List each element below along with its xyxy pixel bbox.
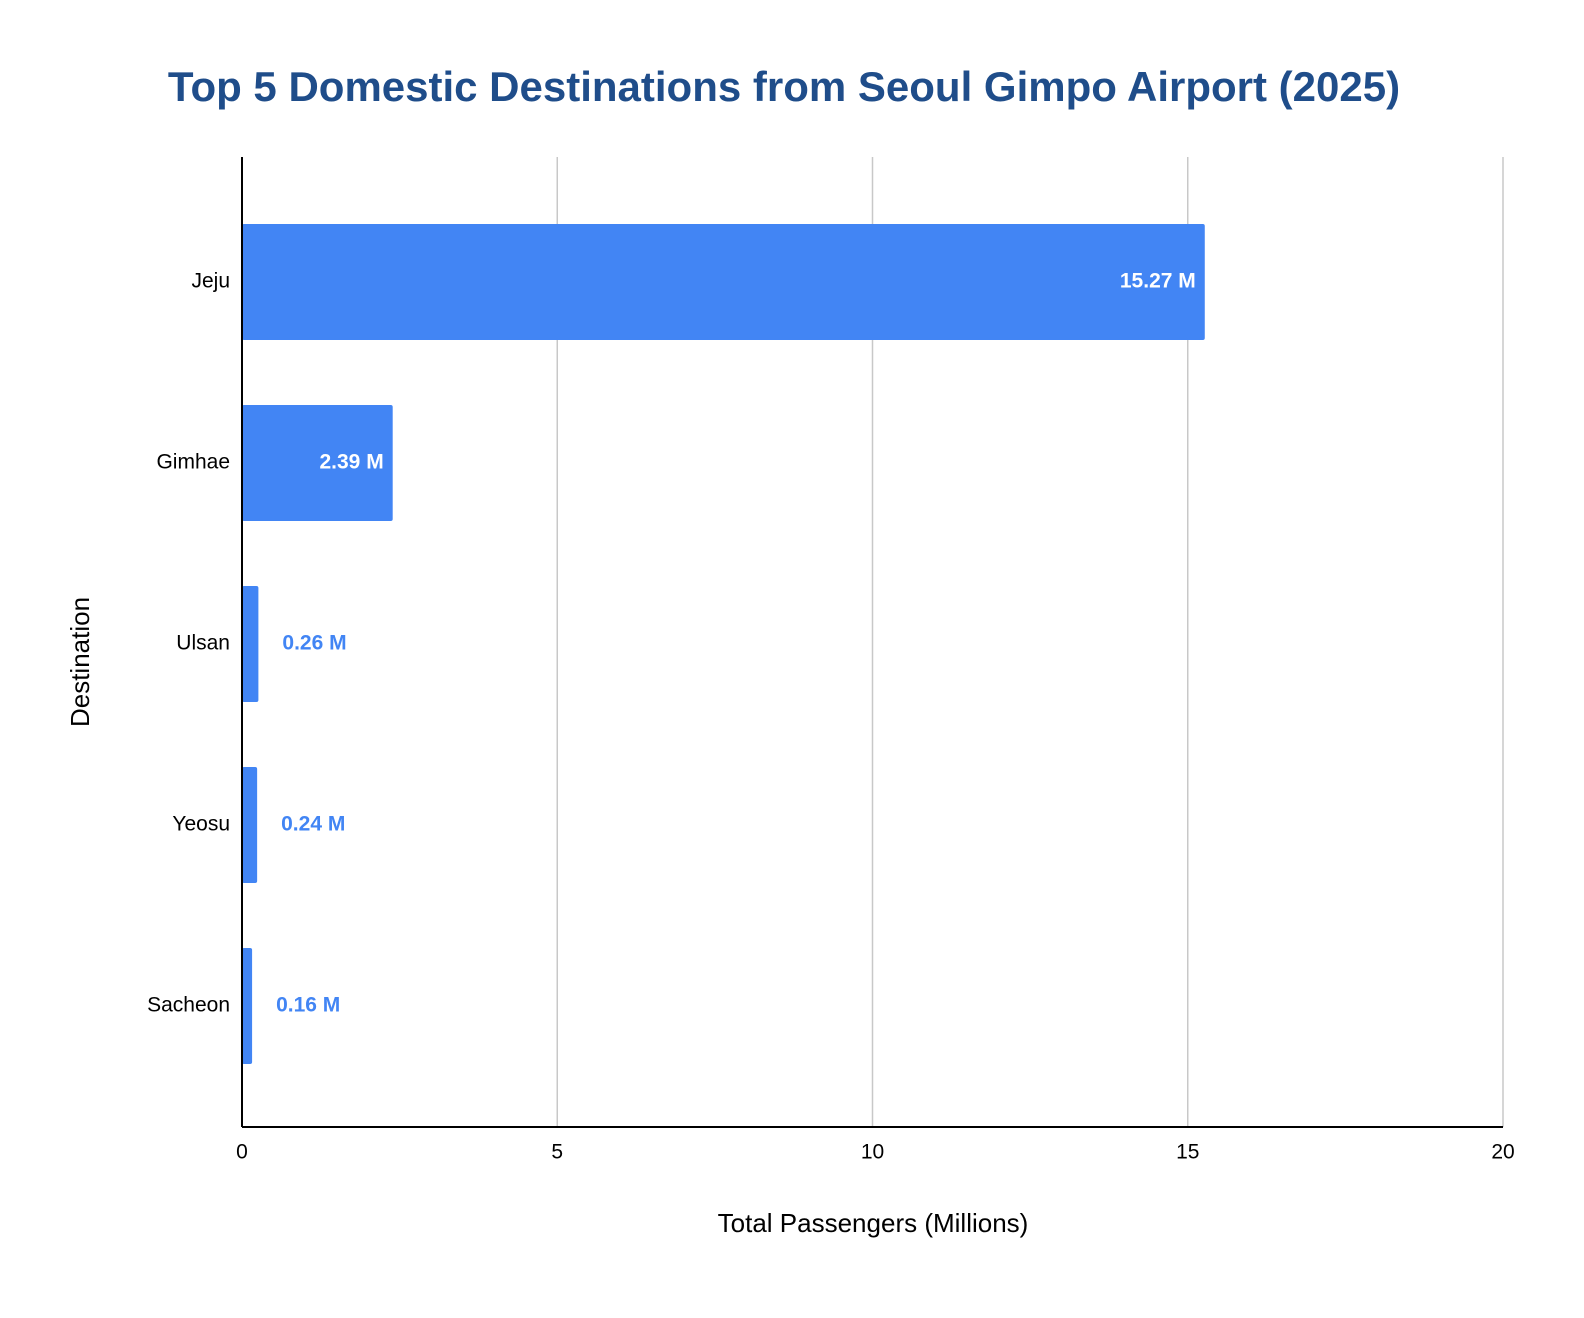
y-tick-label: Gimhae bbox=[156, 451, 230, 474]
y-axis-title: Destination bbox=[65, 597, 95, 727]
data-label: 0.26 M bbox=[282, 632, 346, 655]
bars: 15.27 M 2.39 M 0.26 M 0.24 M 0.16 M bbox=[242, 224, 1205, 1064]
chart-title: Top 5 Domestic Destinations from Seoul G… bbox=[168, 63, 1400, 110]
bar bbox=[242, 224, 1205, 340]
x-tick-label: 0 bbox=[236, 1141, 248, 1164]
y-tick-label: Yeosu bbox=[172, 813, 230, 836]
y-tick-label: Jeju bbox=[191, 270, 230, 293]
x-tick-label: 20 bbox=[1491, 1141, 1514, 1164]
bar bbox=[242, 948, 253, 1064]
data-label: 2.39 M bbox=[319, 451, 383, 474]
x-tick-label: 15 bbox=[1176, 1141, 1199, 1164]
bar bbox=[242, 586, 259, 702]
bar bbox=[242, 767, 258, 883]
x-axis-title: Total Passengers (Millions) bbox=[718, 1208, 1029, 1238]
bar bbox=[242, 405, 393, 521]
y-tick-label: Sacheon bbox=[147, 994, 230, 1017]
y-tick-label: Ulsan bbox=[176, 632, 230, 655]
x-tick-label: 10 bbox=[861, 1141, 884, 1164]
x-tick-label: 5 bbox=[551, 1141, 563, 1164]
data-label: 0.24 M bbox=[281, 813, 345, 836]
data-label: 15.27 M bbox=[1120, 270, 1196, 293]
data-label: 0.16 M bbox=[276, 994, 340, 1017]
